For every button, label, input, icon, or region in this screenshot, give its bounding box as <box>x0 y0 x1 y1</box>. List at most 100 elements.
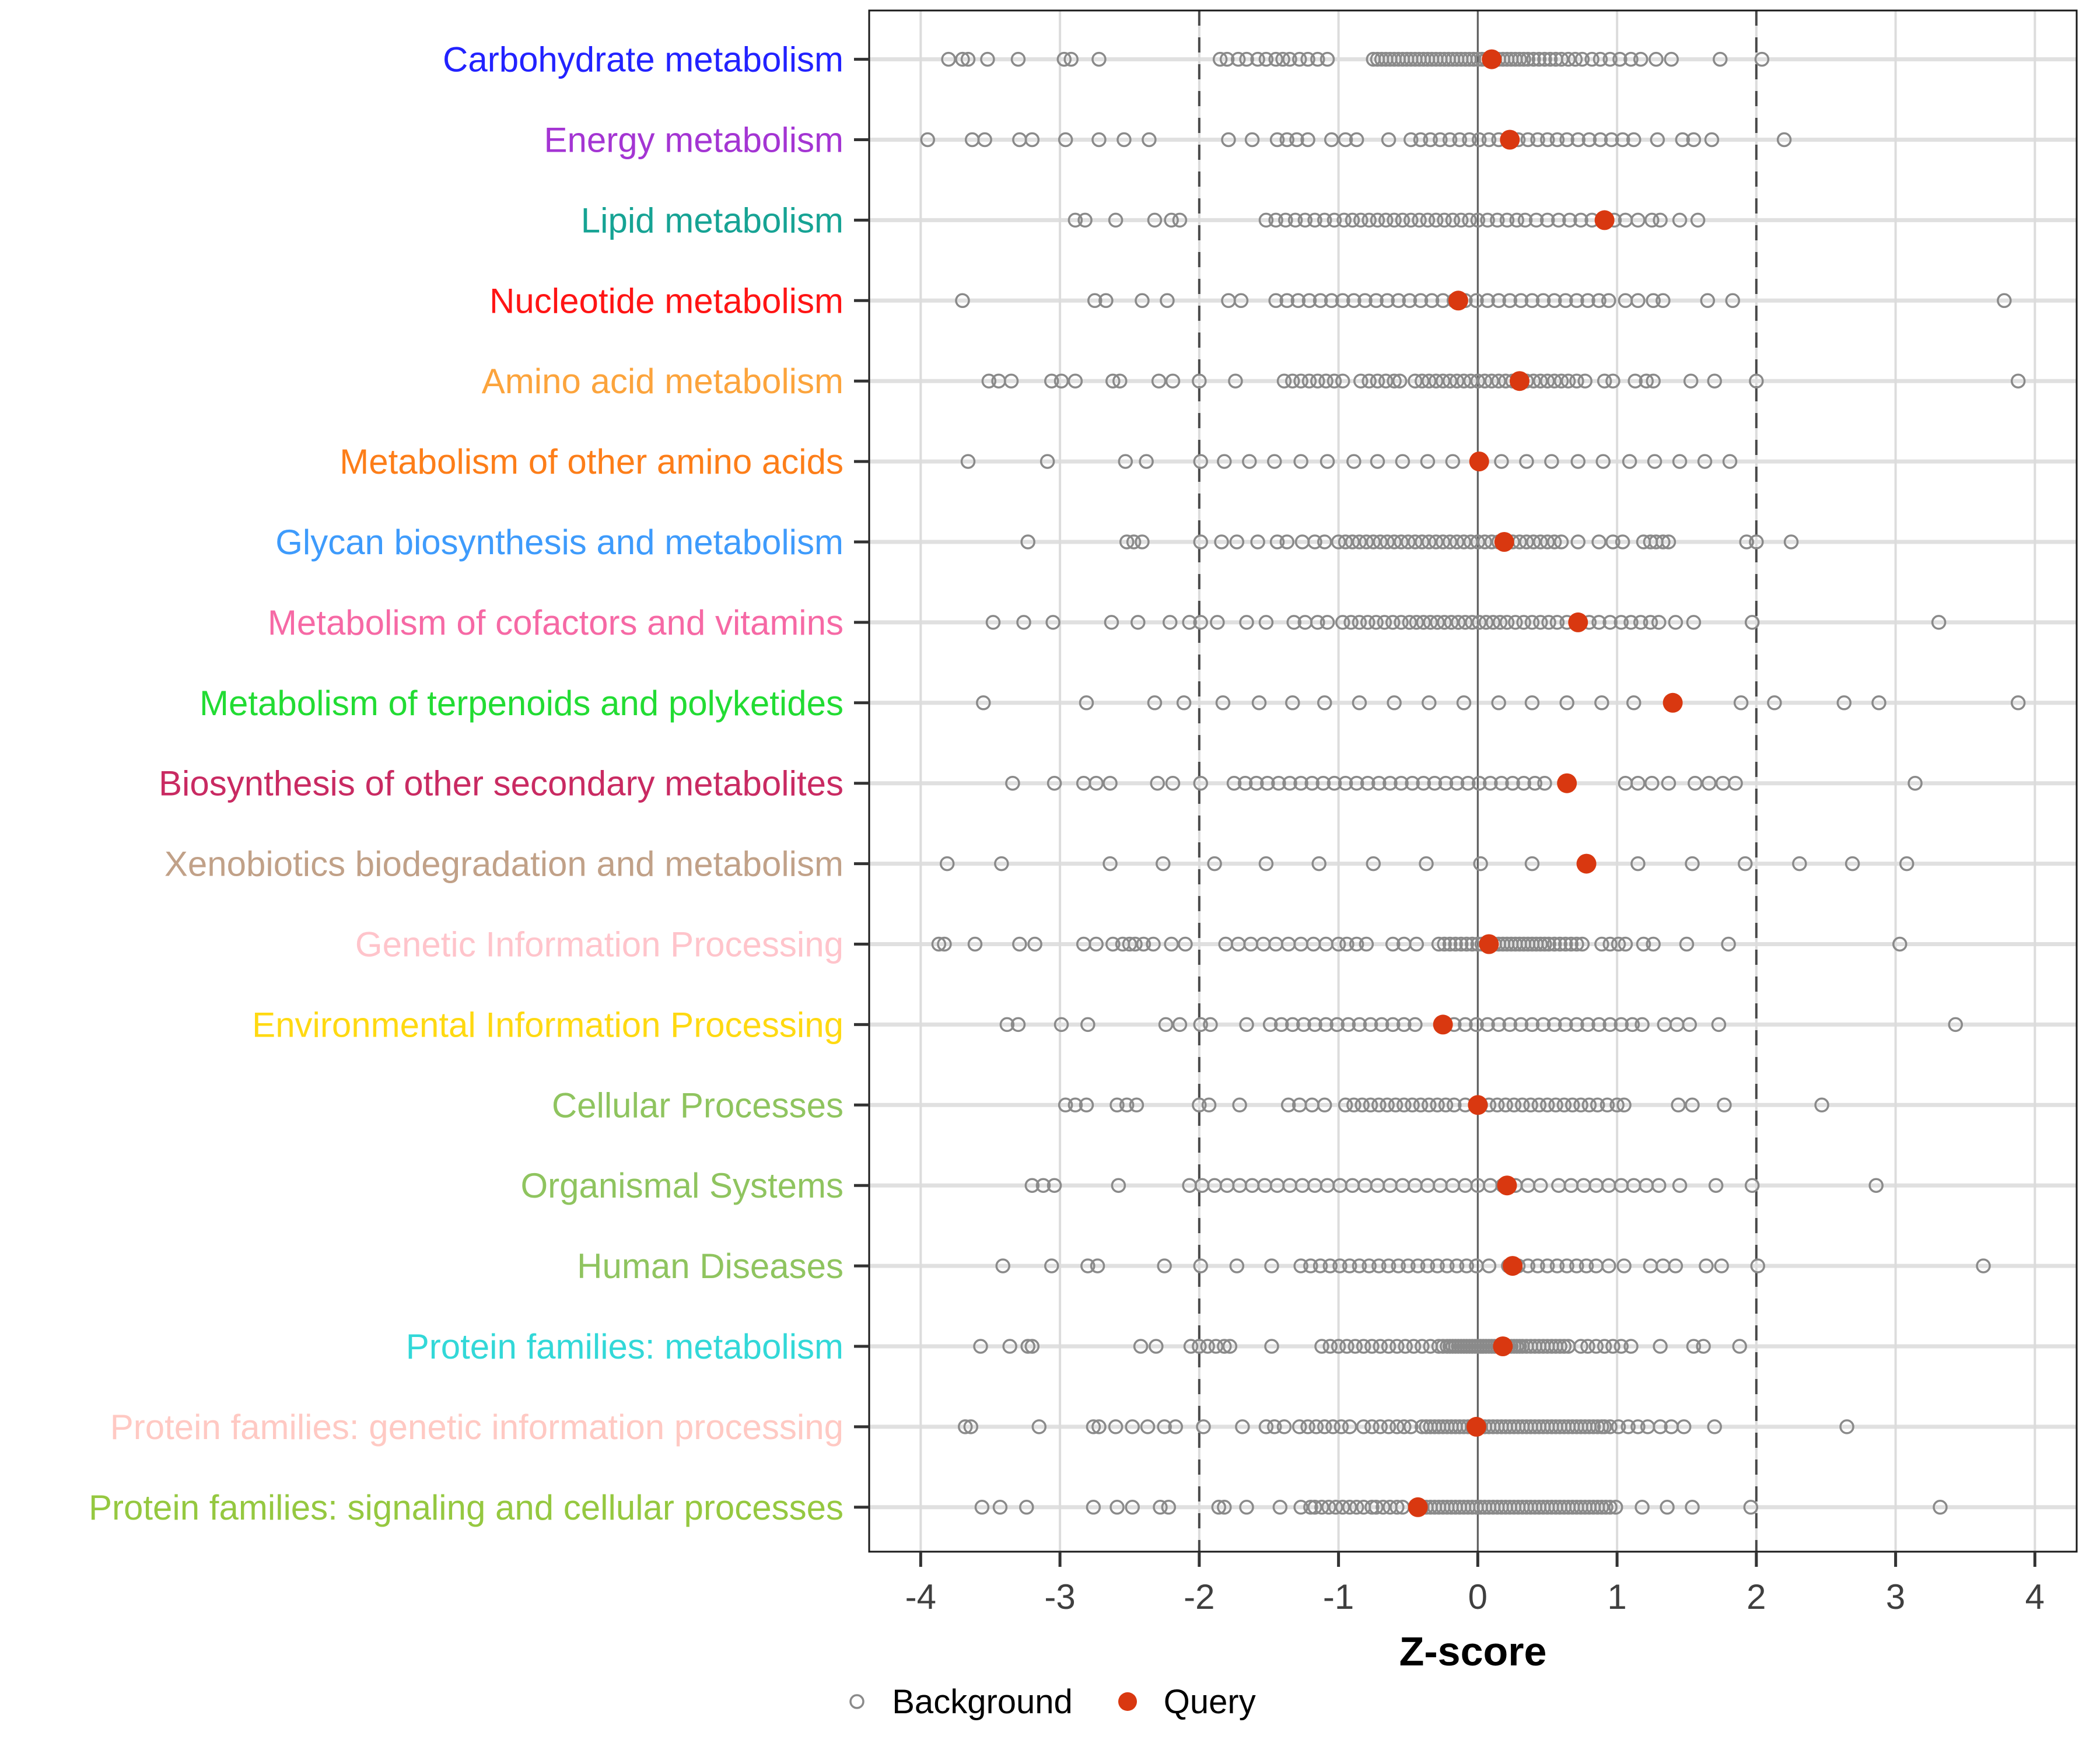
background-point <box>1868 1178 1884 1193</box>
background-point <box>1480 293 1495 309</box>
background-point <box>1395 454 1410 469</box>
background-point <box>1368 1500 1384 1515</box>
background-point <box>1449 775 1465 791</box>
x-tick-label: 1 <box>1607 1577 1626 1616</box>
background-point <box>1193 534 1208 550</box>
background-point <box>995 1258 1010 1273</box>
background-point <box>1602 1500 1618 1515</box>
background-point <box>1594 936 1609 952</box>
background-point <box>1402 293 1418 309</box>
background-point <box>1611 936 1626 952</box>
background-point <box>1208 1339 1224 1354</box>
background-point <box>1338 132 1353 148</box>
background-point <box>1524 1017 1540 1032</box>
background-point <box>980 51 995 67</box>
background-point <box>1326 373 1342 388</box>
background-point <box>1258 51 1274 67</box>
y-axis-label: Protein families: signaling and cellular… <box>89 1488 844 1527</box>
background-point <box>1156 856 1171 872</box>
background-point <box>1440 1258 1455 1273</box>
background-point <box>1590 1097 1605 1113</box>
background-point <box>1157 1419 1172 1434</box>
background-point <box>1605 1339 1620 1354</box>
background-point <box>1102 856 1118 872</box>
background-point <box>1331 1339 1346 1354</box>
background-point <box>1671 1097 1686 1113</box>
background-point <box>1335 293 1350 309</box>
background-point <box>1442 936 1458 952</box>
background-point <box>1122 936 1138 952</box>
background-point <box>1750 1258 1766 1273</box>
background-point <box>1392 373 1408 388</box>
background-point <box>1686 615 1702 630</box>
background-point <box>1385 615 1401 630</box>
background-point <box>1219 51 1235 67</box>
background-point <box>1623 1339 1639 1354</box>
background-point <box>1933 1500 1948 1515</box>
background-point <box>1362 1258 1377 1273</box>
background-point <box>1676 1419 1692 1434</box>
background-point <box>1744 615 1760 630</box>
background-point <box>1111 1178 1126 1193</box>
background-point <box>1193 775 1208 791</box>
background-point <box>1556 1097 1572 1113</box>
background-point <box>1502 1017 1518 1032</box>
background-point <box>1390 1339 1405 1354</box>
background-point <box>1381 1419 1396 1434</box>
background-point <box>1279 293 1295 309</box>
background-point <box>1020 1339 1035 1354</box>
background-point <box>1628 373 1643 388</box>
background-point <box>1845 856 1860 872</box>
background-point <box>1212 51 1228 67</box>
query-point <box>1576 853 1597 874</box>
background-point <box>1672 454 1688 469</box>
background-point <box>1465 936 1480 952</box>
background-point <box>1541 615 1556 630</box>
background-point <box>1012 936 1027 952</box>
background-point <box>1353 373 1368 388</box>
background-point <box>1630 1419 1646 1434</box>
background-point <box>939 856 955 872</box>
background-point <box>1602 1017 1618 1032</box>
query-filled-circle-icon <box>1118 1692 1137 1711</box>
query-point <box>1503 1256 1523 1276</box>
background-point <box>1442 534 1458 550</box>
background-point <box>1578 1258 1594 1273</box>
background-point <box>1546 936 1562 952</box>
background-point <box>1024 1178 1040 1193</box>
background-point <box>1282 51 1297 67</box>
background-point <box>1376 1500 1391 1515</box>
background-point <box>1700 293 1716 309</box>
background-point <box>1533 615 1548 630</box>
background-point <box>1325 1419 1340 1434</box>
background-point <box>1058 1097 1073 1113</box>
background-point <box>1437 212 1452 228</box>
background-point <box>1420 1258 1436 1273</box>
background-point <box>1387 212 1402 228</box>
background-point <box>1315 775 1331 791</box>
background-point <box>1016 615 1031 630</box>
background-point <box>1380 534 1395 550</box>
background-point <box>1002 1339 1017 1354</box>
background-point <box>1402 615 1418 630</box>
background-point <box>1646 936 1661 952</box>
background-point <box>1304 775 1320 791</box>
background-point <box>1470 373 1486 388</box>
background-point <box>1239 51 1254 67</box>
background-point <box>1239 1017 1254 1032</box>
background-point <box>1160 293 1175 309</box>
background-point <box>1346 1097 1362 1113</box>
background-point <box>1553 51 1569 67</box>
background-point <box>1251 695 1267 710</box>
background-point <box>1553 534 1569 550</box>
background-point <box>1378 212 1394 228</box>
background-point <box>1427 775 1443 791</box>
background-point <box>1318 1017 1334 1032</box>
background-point <box>1405 1097 1420 1113</box>
background-point <box>1451 615 1466 630</box>
background-point <box>1661 775 1676 791</box>
background-point <box>1728 775 1743 791</box>
background-point <box>1515 1097 1530 1113</box>
query-point <box>1408 1497 1428 1517</box>
